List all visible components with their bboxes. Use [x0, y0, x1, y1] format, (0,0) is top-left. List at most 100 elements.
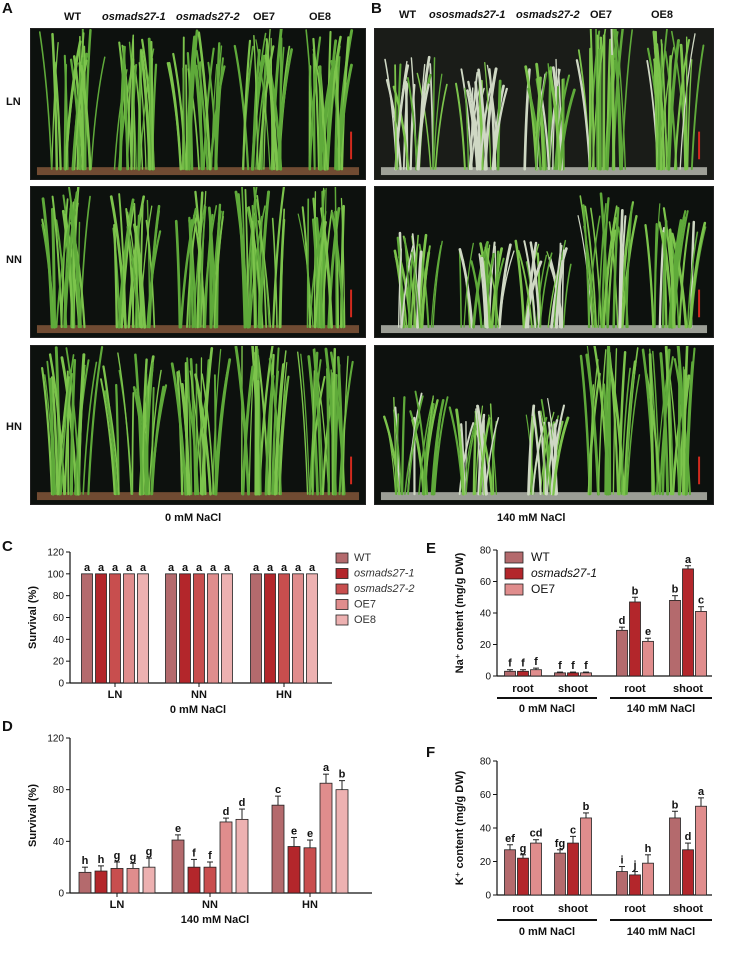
leaf-blade	[268, 353, 275, 496]
significance-letter: f	[521, 658, 525, 670]
photo-header-b-osmads27-1: ososmads27-1	[429, 9, 506, 21]
leaf-blade	[46, 360, 57, 496]
leaf-blade	[170, 362, 188, 496]
panel-label-a: A	[2, 0, 13, 17]
leaf-blade	[478, 417, 491, 496]
leaf-blade	[41, 367, 54, 496]
bar	[179, 573, 191, 684]
bar	[203, 866, 217, 894]
leaf-blade	[478, 253, 487, 328]
leaf-blade	[241, 365, 255, 496]
leaf-blade	[597, 48, 602, 171]
leaf-blade	[117, 198, 135, 329]
leaf-blade	[264, 374, 275, 496]
leaf-blade	[597, 202, 607, 328]
y-tick-label: 80	[53, 785, 65, 796]
leaf-blade	[537, 410, 548, 496]
leaf-blade	[648, 353, 655, 496]
leaf-blade	[57, 376, 70, 495]
significance-letter: d	[223, 806, 230, 818]
group-label: 140 mM NaCl	[627, 926, 695, 938]
significance-letter: d	[685, 831, 692, 843]
leaf-blade	[599, 192, 610, 329]
leaf-blade	[139, 205, 153, 328]
leaf-blade	[308, 359, 322, 496]
y-tick-label: 40	[53, 635, 65, 646]
leaf-blade	[612, 206, 620, 329]
leaf-blade	[605, 376, 612, 496]
leaf-blade	[532, 409, 542, 496]
leaf-blade	[242, 39, 252, 171]
leaf-blade	[540, 410, 552, 495]
tray	[36, 167, 360, 176]
bar	[306, 573, 318, 684]
x-tick-label: NN	[191, 689, 207, 701]
leaf-blade	[272, 187, 285, 329]
bar	[94, 870, 108, 894]
leaf-blade	[313, 220, 327, 329]
leaf-blade	[306, 198, 310, 328]
leaf-blade	[550, 404, 566, 496]
significance-letter: a	[168, 562, 175, 574]
x-tick-label: root	[512, 903, 534, 915]
leaf-blade	[147, 209, 161, 329]
significance-letter: e	[175, 823, 181, 835]
x-tick-label: shoot	[673, 903, 703, 915]
leaf-blade	[397, 248, 402, 328]
y-tick-label: 80	[480, 546, 492, 557]
panel-label-b: B	[371, 0, 382, 17]
leaf-blade	[653, 46, 663, 171]
leaf-blade	[201, 373, 215, 495]
leaf-blade	[590, 207, 603, 328]
significance-letter: ef	[505, 833, 515, 845]
photo-a-hn	[30, 345, 366, 505]
leaf-blade	[686, 231, 699, 328]
significance-letter: b	[672, 584, 679, 596]
bar	[137, 573, 149, 684]
photo-a-ln	[30, 28, 366, 180]
leaf-blade	[249, 205, 266, 328]
leaf-blade	[312, 48, 329, 170]
y-tick-label: 40	[53, 837, 65, 848]
leaf-blade	[470, 87, 474, 170]
y-axis-label: Na⁺ content (mg/g DW)	[454, 552, 466, 673]
leaf-blade	[562, 78, 565, 170]
leaf-blade	[418, 397, 434, 495]
photo-b-hn	[374, 345, 714, 505]
group-label: 140 mM NaCl	[627, 703, 695, 715]
significance-letter: e	[645, 626, 651, 638]
leaf-blade	[256, 379, 260, 496]
legend-swatch	[504, 551, 524, 564]
leaf-blade	[117, 352, 132, 495]
significance-letter: a	[126, 562, 133, 574]
leaf-blade	[51, 41, 59, 170]
leaf-blade	[79, 64, 92, 171]
leaf-blade	[400, 396, 406, 496]
significance-letter: cd	[530, 828, 543, 840]
significance-letter: a	[698, 786, 705, 798]
leaf-blade	[127, 195, 146, 329]
significance-letter: g	[114, 850, 121, 862]
leaf-blade	[179, 207, 198, 329]
leaf-blade	[76, 32, 85, 171]
bar	[95, 573, 107, 684]
significance-letter: a	[84, 562, 91, 574]
leaf-blade	[420, 251, 431, 329]
significance-letter: a	[182, 562, 189, 574]
leaf-blade	[318, 65, 323, 171]
bar	[504, 670, 516, 677]
legend-swatch	[335, 568, 349, 579]
leaf-blade	[187, 68, 200, 170]
panel-label-e: E	[426, 540, 437, 557]
tray	[380, 492, 708, 501]
leaf-blade	[331, 211, 345, 329]
leaf-blade	[614, 52, 623, 171]
leaf-blade	[213, 374, 217, 496]
leaf-blade	[392, 409, 403, 495]
leaf-blade	[410, 251, 421, 328]
bar	[81, 573, 93, 684]
leaf-blade	[188, 29, 199, 171]
leaf-blade	[535, 254, 548, 328]
y-tick-label: 100	[47, 569, 64, 580]
leaf-blade	[118, 193, 127, 329]
